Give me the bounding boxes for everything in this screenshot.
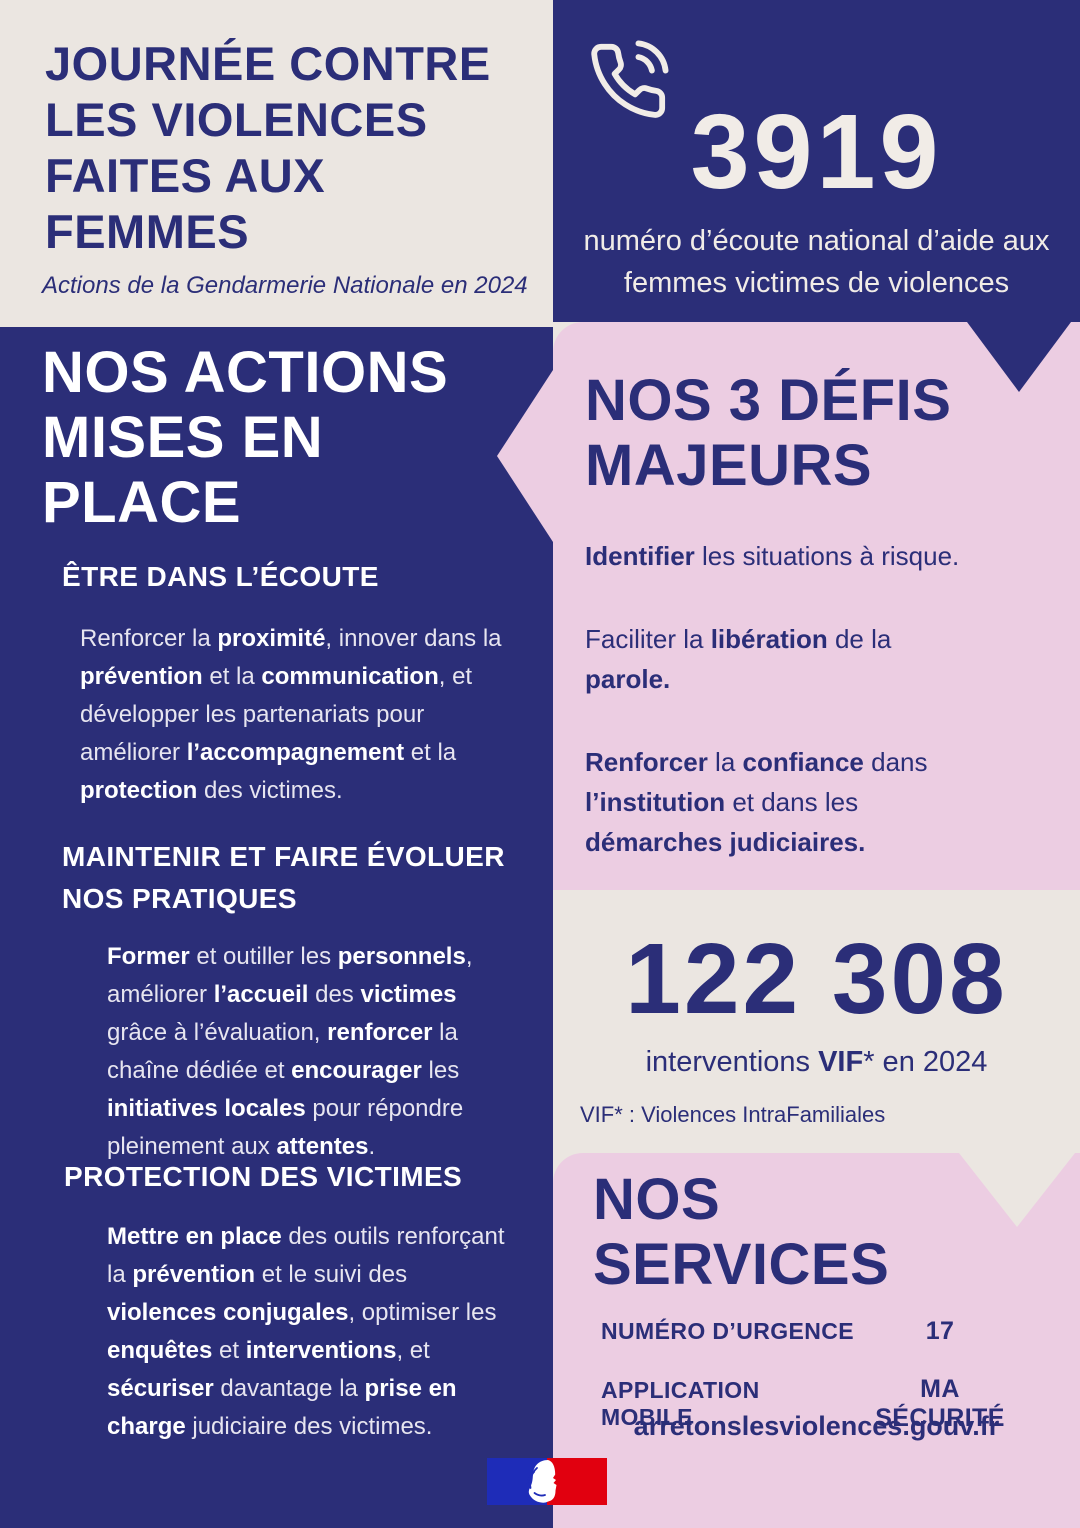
service-label: NUMÉRO D’URGENCE bbox=[601, 1318, 855, 1344]
section-heading-protection: PROTECTION DES VICTIMES bbox=[64, 1161, 463, 1192]
defi-item-3: Renforcer la confiance dans l’institutio… bbox=[585, 747, 928, 857]
actions-heading: NOS ACTIONS MISES EN PLACE bbox=[42, 340, 449, 535]
services-website: arretonslesviolences.gouv.fr bbox=[633, 1411, 1000, 1441]
pink-left-arrow bbox=[497, 370, 553, 542]
section-body-pratiques: Former et outiller les personnels, améli… bbox=[107, 943, 473, 1160]
page-title: JOURNÉE CONTRE LES VIOLENCES FAITES AUX … bbox=[45, 37, 491, 258]
title-block: JOURNÉE CONTRE LES VIOLENCES FAITES AUX … bbox=[0, 0, 553, 327]
service-row-urgence: NUMÉRO D’URGENCE 17 bbox=[601, 1317, 1025, 1346]
stat-number: 122 308 bbox=[625, 923, 1008, 1035]
hotline-description: numéro d’écoute national d’aide aux femm… bbox=[583, 225, 1050, 299]
right-column: 3919 numéro d’écoute national d’aide aux… bbox=[497, 0, 1080, 1528]
stat-footnote: VIF* : Violences IntraFamiliales bbox=[580, 1102, 886, 1127]
service-row-application: APPLICATION MOBILE MA SÉCURITÉ bbox=[601, 1375, 1025, 1433]
service-value: 17 bbox=[925, 1317, 955, 1345]
stat-caption: interventions VIF* en 2024 bbox=[645, 1046, 988, 1078]
services-heading: NOS SERVICES bbox=[593, 1167, 890, 1297]
hotline-number: 3919 bbox=[690, 93, 943, 211]
page-subtitle: Actions de la Gendarmerie Nationale en 2… bbox=[42, 272, 528, 299]
section-heading-pratiques: MAINTENIR ET FAIRE ÉVOLUER NOS PRATIQUES bbox=[62, 841, 505, 914]
defis-heading: NOS 3 DÉFIS MAJEURS bbox=[585, 368, 952, 498]
defis-block: NOS 3 DÉFIS MAJEURS Identifier les situa… bbox=[497, 322, 1080, 890]
section-body-protection: Mettre en place des outils renforçant la… bbox=[107, 1223, 505, 1440]
section-body-ecoute: Renforcer la proximité, innover dans la … bbox=[80, 625, 502, 804]
section-heading-ecoute: ÊTRE DANS L’ÉCOUTE bbox=[62, 561, 379, 592]
navy-down-triangle bbox=[967, 322, 1071, 392]
left-column: JOURNÉE CONTRE LES VIOLENCES FAITES AUX … bbox=[0, 0, 553, 1528]
french-republic-marianne-logo bbox=[487, 1458, 607, 1505]
service-value: MA SÉCURITÉ bbox=[875, 1375, 1005, 1432]
hotline-block: 3919 numéro d’écoute national d’aide aux… bbox=[553, 0, 1080, 322]
phone-call-icon bbox=[591, 40, 669, 118]
defi-item-1: Identifier les situations à risque. bbox=[585, 541, 960, 571]
cream-down-triangle bbox=[959, 1153, 1075, 1227]
service-label: APPLICATION MOBILE bbox=[601, 1377, 760, 1430]
defi-item-2: Faciliter la libération de la parole. bbox=[585, 624, 892, 694]
